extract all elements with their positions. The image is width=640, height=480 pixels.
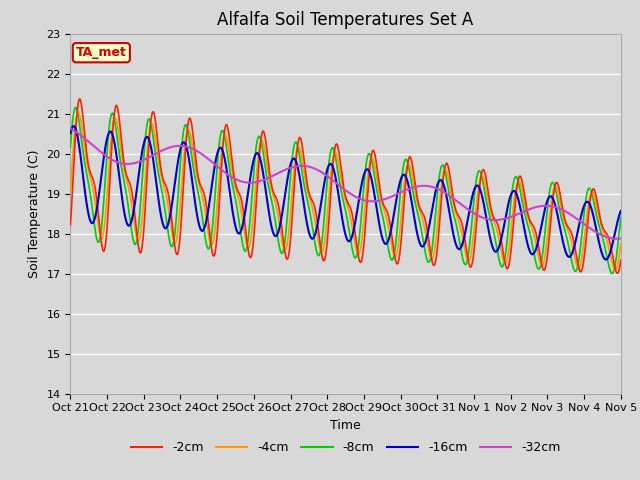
-32cm bbox=[617, 236, 625, 241]
-4cm bbox=[67, 188, 74, 194]
-2cm bbox=[132, 221, 140, 227]
Line: -16cm: -16cm bbox=[70, 126, 621, 260]
-16cm bbox=[300, 204, 308, 210]
-8cm bbox=[380, 220, 388, 226]
-8cm bbox=[132, 241, 140, 247]
-32cm bbox=[132, 160, 140, 166]
Text: TA_met: TA_met bbox=[76, 46, 127, 59]
-8cm bbox=[608, 271, 616, 276]
Line: -2cm: -2cm bbox=[70, 99, 621, 273]
-8cm bbox=[72, 105, 79, 110]
Title: Alfalfa Soil Temperatures Set A: Alfalfa Soil Temperatures Set A bbox=[218, 11, 474, 29]
-4cm bbox=[322, 230, 330, 236]
-4cm bbox=[109, 119, 117, 124]
-2cm bbox=[380, 203, 388, 208]
-16cm bbox=[132, 194, 140, 200]
-8cm bbox=[109, 112, 117, 118]
-16cm bbox=[322, 173, 330, 179]
-8cm bbox=[617, 215, 625, 220]
-4cm bbox=[380, 206, 388, 212]
-8cm bbox=[322, 197, 330, 203]
-32cm bbox=[300, 163, 308, 169]
-32cm bbox=[312, 166, 319, 172]
-2cm bbox=[617, 258, 625, 264]
-4cm bbox=[132, 230, 140, 236]
-4cm bbox=[611, 267, 619, 273]
-16cm bbox=[67, 131, 74, 136]
-4cm bbox=[617, 241, 625, 247]
-16cm bbox=[70, 123, 77, 129]
-16cm bbox=[312, 229, 319, 235]
Legend: -2cm, -4cm, -8cm, -16cm, -32cm: -2cm, -4cm, -8cm, -16cm, -32cm bbox=[126, 436, 565, 459]
-32cm bbox=[109, 157, 117, 163]
-8cm bbox=[67, 144, 74, 150]
X-axis label: Time: Time bbox=[330, 419, 361, 432]
Line: -8cm: -8cm bbox=[70, 108, 621, 274]
-32cm bbox=[380, 197, 387, 203]
-4cm bbox=[312, 222, 319, 228]
-2cm bbox=[76, 96, 83, 102]
-16cm bbox=[617, 208, 625, 214]
Line: -32cm: -32cm bbox=[70, 129, 621, 239]
-8cm bbox=[312, 244, 319, 250]
-32cm bbox=[321, 172, 329, 178]
-8cm bbox=[300, 183, 308, 189]
-4cm bbox=[300, 171, 308, 177]
-2cm bbox=[109, 120, 117, 126]
-4cm bbox=[74, 109, 82, 115]
-2cm bbox=[312, 209, 319, 215]
-2cm bbox=[322, 252, 330, 258]
-2cm bbox=[67, 222, 74, 228]
-16cm bbox=[602, 257, 609, 263]
-32cm bbox=[614, 236, 621, 241]
-16cm bbox=[380, 240, 388, 245]
-32cm bbox=[67, 126, 74, 132]
Line: -4cm: -4cm bbox=[70, 112, 621, 270]
-2cm bbox=[300, 159, 308, 165]
-16cm bbox=[109, 135, 117, 141]
-2cm bbox=[614, 270, 621, 276]
Y-axis label: Soil Temperature (C): Soil Temperature (C) bbox=[28, 149, 41, 278]
